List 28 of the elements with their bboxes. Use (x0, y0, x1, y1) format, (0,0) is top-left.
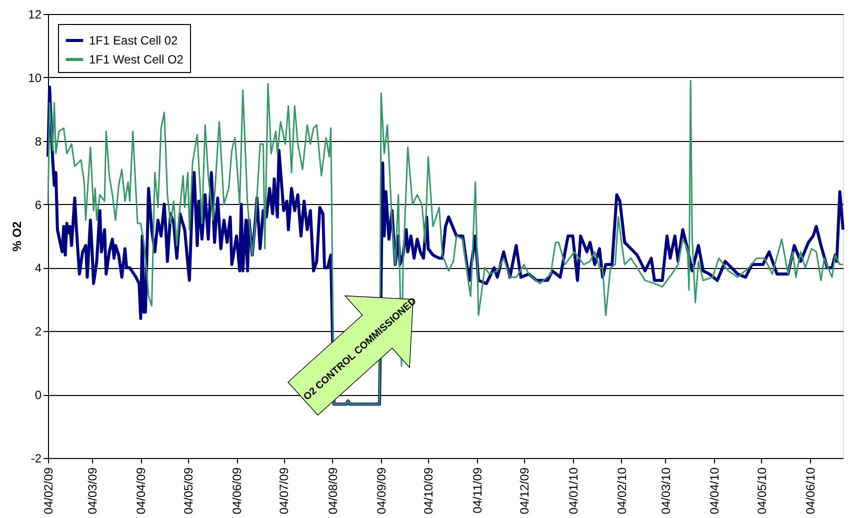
y-tick-label: 2 (34, 324, 42, 339)
y-tick-label: 12 (28, 8, 42, 22)
x-tick-label: 04/12/09 (518, 467, 532, 514)
y-tick-label: 6 (34, 198, 42, 212)
legend-label: 1F1 East Cell 02 (89, 34, 178, 48)
x-tick-label: 04/05/09 (181, 467, 196, 514)
x-tick-label: 04/04/09 (134, 467, 148, 514)
x-tick-label: 04/02/09 (42, 467, 56, 514)
y-axis-title: % O2 (10, 221, 24, 252)
x-tick-label: 04/04/10 (708, 467, 722, 514)
x-tick-label: 04/10/09 (422, 467, 436, 514)
x-tick-label: 04/06/10 (804, 467, 818, 514)
y-tick-label: 4 (34, 261, 42, 276)
x-tick-label: 04/03/10 (658, 467, 673, 514)
x-tick-label: 04/11/09 (470, 467, 484, 514)
y-tick-label: 10 (28, 70, 42, 85)
x-tick-label: 04/08/09 (326, 467, 340, 514)
x-tick-label: 04/05/10 (754, 467, 769, 514)
x-tick-label: 04/07/09 (277, 467, 292, 514)
y-tick-label: 0 (34, 388, 42, 402)
legend-label: 1F1 West Cell O2 (89, 52, 184, 66)
x-tick-label: 04/09/09 (374, 467, 389, 514)
x-tick-label: 04/03/09 (85, 467, 100, 514)
x-tick-label: 04/02/10 (614, 467, 629, 514)
x-tick-label: 04/06/09 (230, 467, 244, 514)
y-tick-label: 8 (34, 134, 42, 148)
x-tick-label: 04/01/10 (566, 467, 580, 514)
y-tick-label: -2 (30, 452, 42, 466)
